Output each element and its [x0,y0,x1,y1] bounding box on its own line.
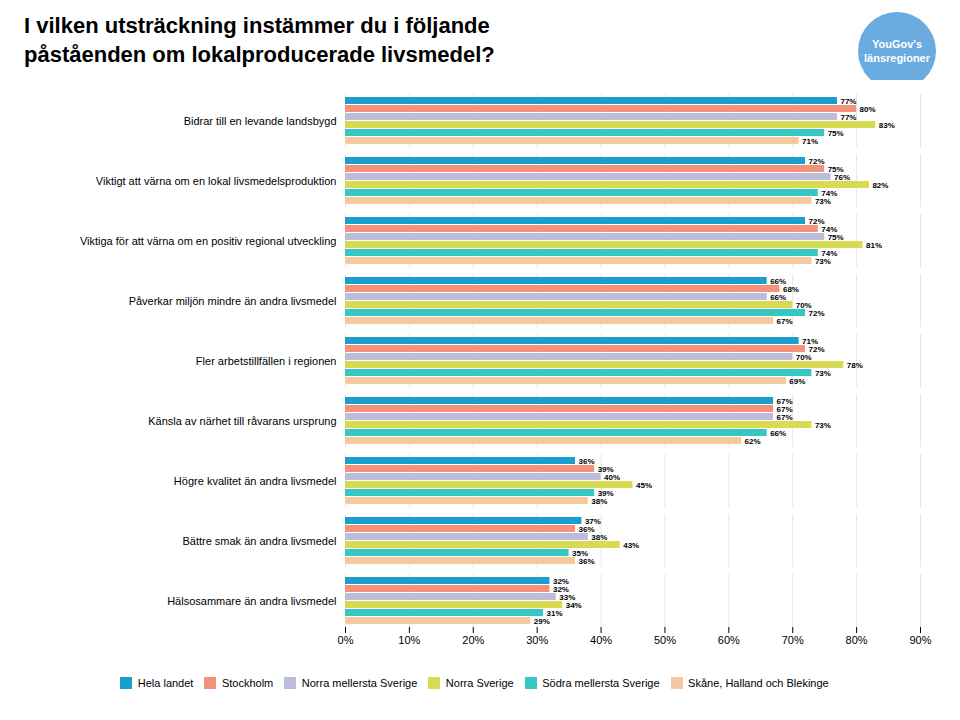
svg-text:33%: 33% [559,592,576,602]
svg-text:72%: 72% [809,309,825,318]
html-text:YouGov's: YouGov's [872,37,922,50]
svg-text:62%: 62% [745,437,761,446]
svg-text:75%: 75% [827,164,844,174]
svg-text:74%: 74% [821,224,838,234]
svg-text:67%: 67% [777,413,793,422]
svg-text:Fler arbetstillfällen i region: Fler arbetstillfällen i regionen [196,355,337,367]
svg-text:73%: 73% [815,197,831,206]
svg-text:36%: 36% [579,457,595,466]
svg-text:Påverkar miljön mindre än andr: Påverkar miljön mindre än andra livsmede… [129,295,337,307]
svg-text:76%: 76% [834,173,850,182]
svg-text:80%: 80% [860,105,876,114]
svg-text:72%: 72% [808,216,825,226]
svg-text:Bidrar till en levande landsby: Bidrar till en levande landsbygd [184,115,337,127]
svg-text:70%: 70% [795,300,812,310]
svg-text:35%: 35% [572,548,589,558]
svg-text:80%: 80% [846,634,868,646]
svg-text:Högre kvalitet än andra livsme: Högre kvalitet än andra livsmedel [174,475,337,487]
html-text:Norra mellersta Sverige: Norra mellersta Sverige [301,676,418,689]
svg-text:36%: 36% [578,524,595,534]
svg-text:73%: 73% [815,257,831,266]
svg-text:78%: 78% [847,361,863,370]
svg-text:40%: 40% [590,634,612,646]
html-text:Norra Sverige: Norra Sverige [445,676,514,689]
svg-text:72%: 72% [809,157,825,166]
svg-text:40%: 40% [604,473,620,482]
svg-text:38%: 38% [591,533,607,542]
svg-text:90%: 90% [909,634,931,646]
svg-text:31%: 31% [546,608,563,618]
svg-text:67%: 67% [776,404,793,414]
svg-text:32%: 32% [552,584,569,594]
svg-text:66%: 66% [770,276,787,286]
svg-text:69%: 69% [789,377,805,386]
svg-text:20%: 20% [462,634,484,646]
html-text:länsregioner: länsregioner [864,52,930,64]
svg-text:77%: 77% [840,97,856,106]
svg-text:Hälsosammare än andra livsmede: Hälsosammare än andra livsmedel [167,595,336,607]
svg-text:73%: 73% [815,369,831,378]
svg-text:Bättre smak än andra livsmedel: Bättre smak än andra livsmedel [182,535,336,547]
svg-text:Känsla av närhet till råvarans: Känsla av närhet till råvarans ursprung [148,415,336,427]
html-text:Skåne, Halland och Blekinge: Skåne, Halland och Blekinge [688,676,829,689]
svg-text:39%: 39% [597,464,614,474]
svg-text:74%: 74% [821,248,838,258]
svg-text:82%: 82% [872,181,888,190]
svg-text:70%: 70% [782,634,804,646]
svg-text:38%: 38% [591,497,607,506]
svg-text:67%: 67% [776,396,793,406]
svg-text:43%: 43% [623,541,639,550]
svg-text:75%: 75% [828,233,844,242]
svg-text:83%: 83% [879,121,895,130]
svg-text:67%: 67% [777,317,793,326]
svg-text:Viktiga för att värna om en po: Viktiga för att värna om en positiv regi… [80,235,337,247]
svg-text:72%: 72% [808,344,825,354]
svg-text:50%: 50% [654,634,676,646]
svg-text:60%: 60% [718,634,740,646]
html-text:Hela landet: Hela landet [137,676,194,689]
svg-text:77%: 77% [840,113,856,122]
svg-text:70%: 70% [796,353,812,362]
svg-text:74%: 74% [821,188,838,198]
html-text:Södra mellersta Sverige: Södra mellersta Sverige [542,676,660,689]
svg-text:34%: 34% [566,601,582,610]
svg-text:36%: 36% [579,557,595,566]
html-text:I vilken utsträckning instämme: I vilken utsträckning instämmer du i föl… [24,13,490,38]
svg-text:81%: 81% [866,241,882,250]
html-text:Stockholm: Stockholm [221,676,274,689]
svg-text:75%: 75% [828,129,844,138]
svg-text:71%: 71% [802,137,818,146]
svg-text:73%: 73% [815,421,831,430]
svg-text:68%: 68% [782,284,799,294]
svg-text:45%: 45% [636,481,652,490]
svg-text:39%: 39% [597,488,614,498]
svg-text:29%: 29% [534,617,550,626]
svg-text:0%: 0% [338,634,354,646]
svg-text:37%: 37% [584,516,601,526]
svg-text:30%: 30% [526,634,548,646]
svg-text:Viktigt att värna om en lokal: Viktigt att värna om en lokal livsmedels… [96,175,337,187]
svg-text:66%: 66% [770,429,786,438]
svg-text:10%: 10% [398,634,420,646]
svg-text:32%: 32% [552,576,569,586]
svg-text:66%: 66% [770,293,786,302]
html-text:påståenden om lokalproducerade: påståenden om lokalproducerade livsmedel… [24,41,495,67]
svg-text:71%: 71% [802,336,819,346]
